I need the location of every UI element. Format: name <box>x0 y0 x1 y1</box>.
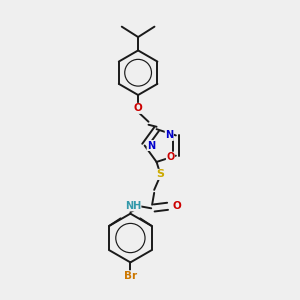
Text: O: O <box>167 152 175 162</box>
Text: NH: NH <box>125 201 141 211</box>
Text: O: O <box>173 201 182 211</box>
Text: N: N <box>165 130 173 140</box>
Text: O: O <box>134 103 142 113</box>
Text: Br: Br <box>124 271 137 281</box>
Text: N: N <box>147 140 155 151</box>
Text: S: S <box>156 169 164 179</box>
